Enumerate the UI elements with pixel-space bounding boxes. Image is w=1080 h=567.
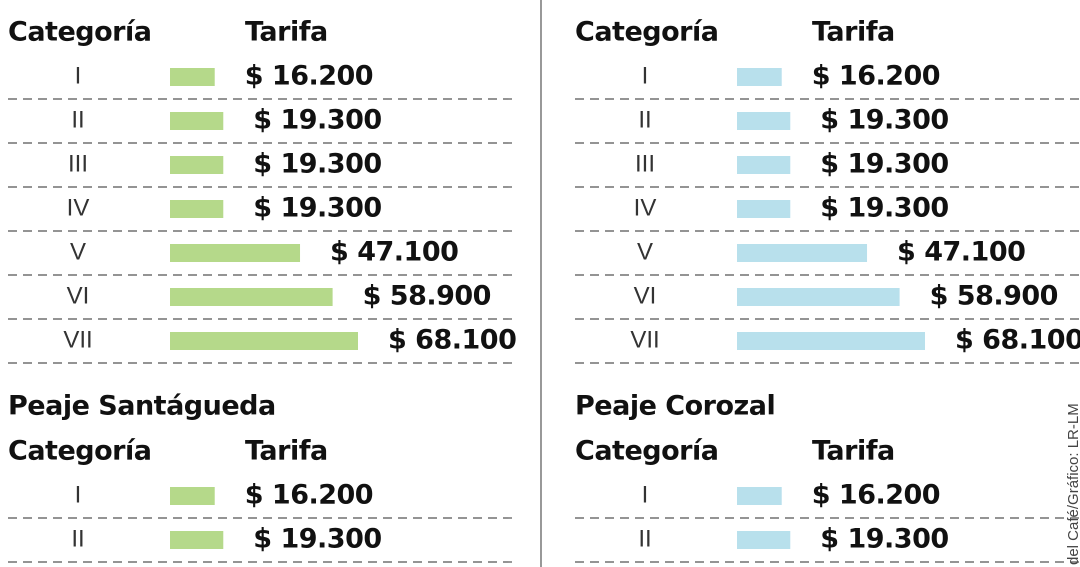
value-label: $ 68.100 — [388, 325, 516, 356]
category-label: I — [642, 481, 649, 508]
category-label: VI — [634, 282, 657, 309]
bar — [170, 332, 358, 350]
value-label: $ 19.300 — [253, 149, 381, 180]
category-label: III — [68, 150, 88, 177]
bar — [170, 244, 301, 262]
value-label: $ 19.300 — [820, 105, 948, 136]
panel-title: Peaje Santágueda — [8, 391, 276, 422]
category-label: II — [71, 525, 84, 552]
column-header: Tarifa — [812, 17, 895, 48]
bar — [737, 288, 900, 306]
category-label: IV — [634, 194, 657, 221]
value-label: $ 19.300 — [253, 524, 381, 555]
column-header: Tarifa — [245, 17, 328, 48]
bar — [737, 332, 925, 350]
bar — [737, 531, 791, 549]
category-label: I — [75, 62, 82, 89]
bar — [737, 112, 791, 130]
column-header: Tarifa — [245, 436, 328, 467]
value-label: $ 19.300 — [820, 524, 948, 555]
value-label: $ 16.200 — [245, 480, 373, 511]
category-label: VII — [63, 326, 92, 353]
category-label: I — [75, 481, 82, 508]
value-label: $ 16.200 — [245, 61, 373, 92]
bar — [170, 288, 333, 306]
category-label: V — [637, 238, 653, 265]
source: del Café/Gráfico: LR-LM — [1065, 403, 1080, 565]
category-label: V — [70, 238, 86, 265]
column-header: Categoría — [575, 17, 718, 48]
category-label: II — [71, 106, 84, 133]
value-label: $ 19.300 — [820, 149, 948, 180]
bar — [737, 200, 791, 218]
value-label: $ 19.300 — [820, 193, 948, 224]
category-label: I — [642, 62, 649, 89]
category-label: III — [635, 150, 655, 177]
value-label: $ 47.100 — [330, 237, 458, 268]
bar — [170, 487, 215, 505]
value-label: $ 47.100 — [897, 237, 1025, 268]
column-header: Tarifa — [812, 436, 895, 467]
bar — [170, 156, 224, 174]
bar — [170, 531, 224, 549]
category-label: II — [638, 106, 651, 133]
category-label: VII — [630, 326, 659, 353]
category-label: IV — [67, 194, 90, 221]
value-label: $ 68.100 — [955, 325, 1080, 356]
bar — [737, 156, 791, 174]
bar — [737, 68, 782, 86]
column-header: Categoría — [8, 436, 151, 467]
bar — [170, 200, 224, 218]
value-label: $ 16.200 — [812, 480, 940, 511]
value-label: $ 19.300 — [253, 193, 381, 224]
value-label: $ 16.200 — [812, 61, 940, 92]
value-label: $ 19.300 — [253, 105, 381, 136]
value-label: $ 58.900 — [363, 281, 491, 312]
panel-title: Peaje Corozal — [575, 391, 775, 422]
bar — [170, 112, 224, 130]
column-header: Categoría — [575, 436, 718, 467]
bar — [737, 487, 782, 505]
bar — [737, 244, 868, 262]
category-label: VI — [67, 282, 90, 309]
value-label: $ 58.900 — [930, 281, 1058, 312]
column-header: Categoría — [8, 17, 151, 48]
bar — [170, 68, 215, 86]
category-label: II — [638, 525, 651, 552]
